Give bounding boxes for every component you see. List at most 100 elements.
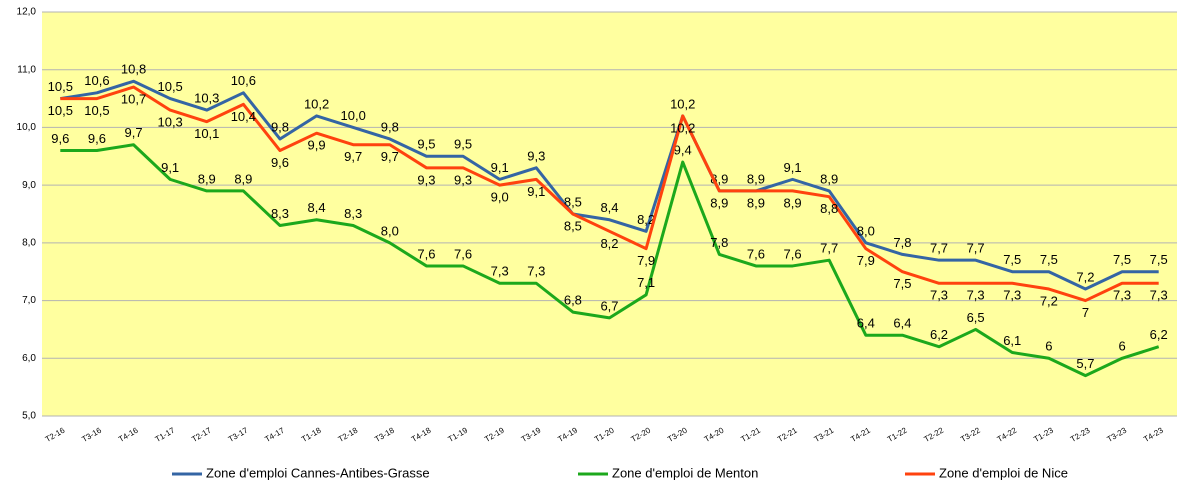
data-label: 6,1 [1003, 333, 1021, 348]
data-label: 7,5 [1003, 252, 1021, 267]
data-label: 7,9 [637, 253, 655, 268]
y-tick-label: 10,0 [17, 122, 37, 133]
data-label: 10,6 [231, 73, 256, 88]
data-label: 10,3 [157, 115, 182, 130]
data-label: 8,8 [820, 201, 838, 216]
data-label: 8,5 [564, 218, 582, 233]
data-label: 7,6 [417, 246, 435, 261]
data-label: 9,5 [454, 137, 472, 152]
data-label: 7,9 [857, 253, 875, 268]
data-label: 7,6 [454, 246, 472, 261]
x-tick-label: T4-23 [1142, 425, 1165, 444]
data-label: 7,5 [1150, 252, 1168, 267]
data-label: 7,5 [893, 276, 911, 291]
data-label: 10,8 [121, 62, 146, 77]
data-label: 8,4 [600, 200, 618, 215]
data-label: 6,8 [564, 293, 582, 308]
data-label: 8,2 [637, 212, 655, 227]
data-label: 10,5 [157, 79, 182, 94]
data-label: 7,8 [710, 235, 728, 250]
x-tick-label: T3-19 [520, 425, 543, 444]
data-label: 7,3 [527, 264, 545, 279]
data-label: 7,5 [1113, 252, 1131, 267]
data-label: 10,6 [84, 73, 109, 88]
y-tick-label: 5,0 [22, 411, 36, 422]
x-tick-label: T1-21 [739, 425, 762, 444]
x-tick-label: T1-20 [593, 425, 616, 444]
x-tick-label: T4-16 [117, 425, 140, 444]
data-label: 9,7 [344, 149, 362, 164]
data-label: 9,8 [271, 119, 289, 134]
y-tick-label: 12,0 [17, 7, 37, 18]
data-label: 10,2 [304, 96, 329, 111]
data-label: 8,9 [747, 171, 765, 186]
data-label: 6,4 [857, 316, 875, 331]
data-label: 8,2 [600, 236, 618, 251]
data-label: 6,4 [893, 316, 911, 331]
data-label: 8,9 [710, 195, 728, 210]
data-label: 8,9 [784, 195, 802, 210]
y-tick-label: 11,0 [17, 64, 36, 75]
x-tick-label: T4-20 [703, 425, 726, 444]
x-tick-label: T4-17 [263, 425, 286, 444]
legend-label: Zone d'emploi Cannes-Antibes-Grasse [206, 465, 430, 480]
series-line [60, 143, 1160, 378]
data-label: 10,2 [670, 120, 695, 135]
data-label: 8,3 [271, 206, 289, 221]
data-label: 7,3 [1113, 288, 1131, 303]
x-tick-label: T1-23 [1032, 425, 1055, 444]
data-label: 9,5 [417, 137, 435, 152]
data-label: 8,0 [857, 223, 875, 238]
y-tick-label: 7,0 [22, 295, 36, 306]
x-tick-label: T3-21 [813, 425, 836, 444]
x-tick-label: T3-17 [227, 425, 250, 444]
data-label: 8,0 [381, 223, 399, 238]
x-tick-label: T3-18 [373, 425, 396, 444]
data-label: 9,8 [381, 119, 399, 134]
data-label: 9,1 [784, 160, 802, 175]
x-tick-label: T3-23 [1106, 425, 1129, 444]
data-label: 7,1 [637, 275, 655, 290]
legend-label: Zone d'emploi de Menton [612, 465, 758, 480]
data-label: 9,0 [491, 190, 509, 205]
data-label: 10,4 [231, 109, 256, 124]
data-label: 9,3 [454, 172, 472, 187]
data-label: 7,8 [893, 235, 911, 250]
data-label: 7,5 [1040, 252, 1058, 267]
x-tick-label: T2-16 [44, 425, 67, 444]
x-tick-label: T1-19 [446, 425, 469, 444]
data-label: 8,4 [308, 200, 326, 215]
data-label: 7,3 [930, 288, 948, 303]
data-label: 9,1 [491, 160, 509, 175]
data-label: 7,7 [930, 241, 948, 256]
data-label: 9,6 [88, 131, 106, 146]
x-tick-label: T4-21 [849, 425, 872, 444]
data-label: 10,5 [84, 103, 109, 118]
x-tick-label: T4-19 [556, 425, 579, 444]
data-label: 7,3 [491, 264, 509, 279]
data-label: 8,9 [747, 195, 765, 210]
data-label: 5,7 [1076, 356, 1094, 371]
data-label: 7,2 [1076, 269, 1094, 284]
data-label: 9,7 [381, 149, 399, 164]
y-tick-label: 8,0 [22, 237, 36, 248]
x-tick-label: T4-18 [410, 425, 433, 444]
data-label: 9,3 [417, 172, 435, 187]
data-label: 6,5 [967, 310, 985, 325]
data-label: 10,7 [121, 91, 146, 106]
data-label: 7,6 [747, 246, 765, 261]
data-label: 7,3 [1003, 288, 1021, 303]
data-label: 10,3 [194, 91, 219, 106]
data-label: 8,9 [198, 171, 216, 186]
data-label: 10,5 [48, 79, 73, 94]
data-label: 6,7 [600, 298, 618, 313]
data-label: 8,5 [564, 194, 582, 209]
x-tick-label: T3-16 [80, 425, 103, 444]
data-label: 9,7 [124, 125, 142, 140]
data-label: 7,2 [1040, 293, 1058, 308]
x-tick-label: T1-18 [300, 425, 323, 444]
x-tick-label: T1-17 [154, 425, 177, 444]
data-label: 6 [1118, 339, 1125, 354]
data-label: 7,7 [820, 241, 838, 256]
data-label: 7 [1082, 305, 1089, 320]
